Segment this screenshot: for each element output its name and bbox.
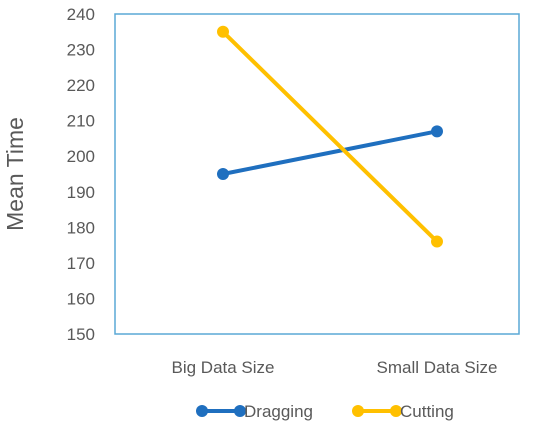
data-point (217, 168, 229, 180)
series-cutting (217, 25, 443, 248)
x-axis-tick-labels: Big Data Size Small Data Size (172, 358, 498, 377)
series-line (221, 29, 439, 244)
y-tick-label: 200 (67, 147, 95, 166)
y-tick-label: 240 (67, 5, 95, 24)
legend-marker (390, 405, 402, 417)
y-tick-label: 210 (67, 112, 95, 131)
y-tick-label: 220 (67, 76, 95, 95)
legend-marker (196, 405, 208, 417)
y-tick-label: 180 (67, 218, 95, 237)
plot-area-frame (114, 13, 520, 335)
series-line (221, 129, 439, 176)
legend-item-dragging[interactable]: Dragging (196, 402, 313, 421)
y-tick-label: 230 (67, 41, 95, 60)
y-tick-label: 160 (67, 289, 95, 308)
y-tick-label: 170 (67, 254, 95, 273)
data-point (431, 125, 443, 138)
legend-item-cutting[interactable]: Cutting (352, 402, 454, 421)
legend-label: Cutting (400, 402, 454, 421)
x-tick-label: Small Data Size (377, 358, 498, 377)
y-tick-label: 150 (67, 325, 95, 344)
data-point (217, 25, 229, 38)
legend-label: Dragging (244, 402, 313, 421)
series-dragging (217, 125, 443, 180)
legend-marker (234, 405, 246, 417)
legend-marker (352, 405, 364, 417)
legend[interactable]: Dragging Cutting (196, 402, 454, 421)
y-tick-label: 190 (67, 183, 95, 202)
x-tick-label: Big Data Size (172, 358, 275, 377)
series-group (217, 25, 443, 248)
y-axis-title: Mean Time (2, 117, 28, 231)
y-axis-tick-labels: 150 160 170 180 190 200 210 220 230 240 (67, 5, 95, 344)
data-point (431, 235, 443, 248)
